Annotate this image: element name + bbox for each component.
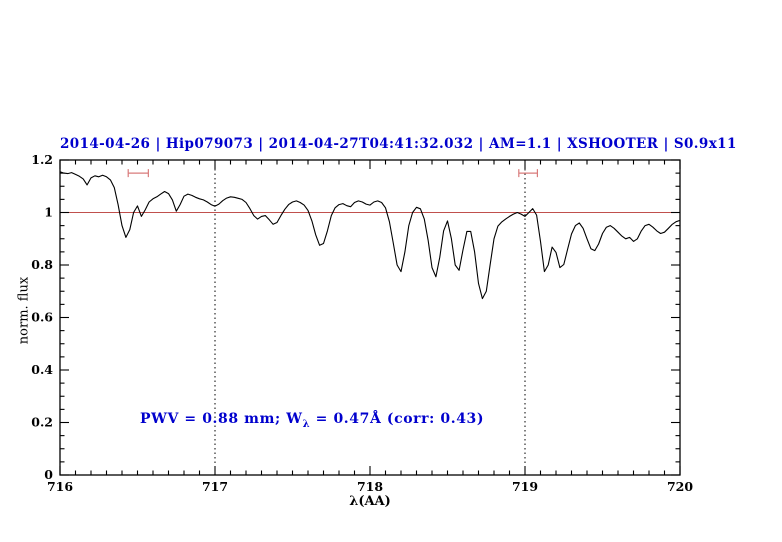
- plot-title: 2014-04-26 | Hip079073 | 2014-04-27T04:4…: [60, 136, 737, 152]
- x-axis-label: λ(AA): [349, 494, 391, 509]
- y-tick-label: 1.2: [31, 152, 53, 167]
- x-tick-label: 716: [47, 479, 73, 494]
- x-tick-label: 720: [667, 479, 693, 494]
- pwv-annotation-pre: PWV = 0.88 mm; W: [140, 411, 303, 427]
- x-tick-label: 718: [357, 479, 383, 494]
- x-tick-label: 717: [202, 479, 228, 494]
- pwv-annotation: PWV = 0.88 mm; Wλ = 0.47Å (corr: 0.43): [140, 411, 484, 430]
- y-tick-label: 0: [44, 467, 53, 482]
- y-tick-label: 0.6: [31, 310, 53, 325]
- y-tick-label: 0.2: [31, 415, 53, 430]
- y-tick-label: 0.4: [31, 362, 53, 377]
- spectrum-line: [59, 171, 681, 300]
- y-tick-label: 0.8: [31, 257, 53, 272]
- y-tick-label: 1: [44, 205, 53, 220]
- pwv-annotation-sub: λ: [302, 418, 311, 430]
- pwv-annotation-post: = 0.47Å (corr: 0.43): [310, 411, 485, 427]
- x-tick-label: 719: [512, 479, 538, 494]
